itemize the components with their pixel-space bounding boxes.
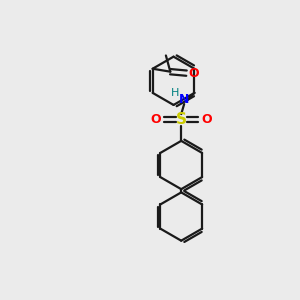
Text: S: S: [176, 112, 187, 127]
Text: N: N: [179, 93, 189, 106]
Text: O: O: [150, 113, 160, 126]
Text: O: O: [202, 113, 212, 126]
Text: H: H: [170, 88, 179, 98]
Text: O: O: [189, 67, 200, 80]
